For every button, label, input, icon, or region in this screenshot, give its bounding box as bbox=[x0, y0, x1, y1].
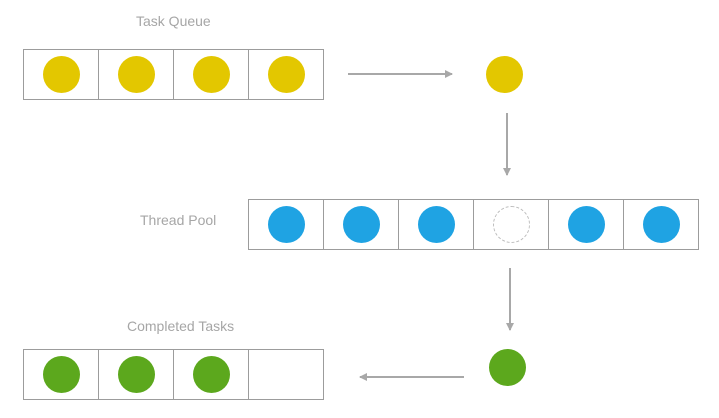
task-queue bbox=[23, 49, 324, 100]
dequeued-task-icon bbox=[486, 56, 523, 93]
completed-tasks bbox=[23, 349, 324, 400]
completed-tasks-slot bbox=[99, 350, 174, 399]
thread-pool-slot bbox=[474, 200, 549, 249]
completed-tasks-slot bbox=[249, 350, 324, 399]
finished-task-icon bbox=[489, 349, 526, 386]
task-circle-icon bbox=[117, 56, 155, 93]
task-queue-slot bbox=[99, 50, 174, 99]
task-queue-slot bbox=[249, 50, 324, 99]
completed-tasks-slot bbox=[24, 350, 99, 399]
completed-task-icon bbox=[42, 356, 80, 393]
thread-pool-slot bbox=[249, 200, 324, 249]
completed-task-icon bbox=[192, 356, 230, 393]
thread-circle-icon bbox=[342, 206, 380, 243]
thread-circle-icon bbox=[267, 206, 305, 243]
thread-pool-slot bbox=[549, 200, 624, 249]
thread-pool-slot bbox=[624, 200, 699, 249]
thread-pool-slot bbox=[399, 200, 474, 249]
task-queue-slot bbox=[24, 50, 99, 99]
task-queue-label: Task Queue bbox=[136, 13, 211, 29]
thread-pool-label: Thread Pool bbox=[140, 212, 217, 228]
thread-circle-icon bbox=[417, 206, 455, 243]
idle-thread-icon bbox=[492, 206, 530, 243]
thread-pool bbox=[248, 199, 699, 250]
task-queue-slot bbox=[174, 50, 249, 99]
task-circle-icon bbox=[267, 56, 305, 93]
thread-circle-icon bbox=[642, 206, 680, 243]
thread-pool-slot bbox=[324, 200, 399, 249]
completed-tasks-slot bbox=[174, 350, 249, 399]
task-circle-icon bbox=[42, 56, 80, 93]
completed-task-icon bbox=[117, 356, 155, 393]
task-circle-icon bbox=[192, 56, 230, 93]
thread-circle-icon bbox=[567, 206, 605, 243]
completed-tasks-label: Completed Tasks bbox=[127, 318, 235, 334]
